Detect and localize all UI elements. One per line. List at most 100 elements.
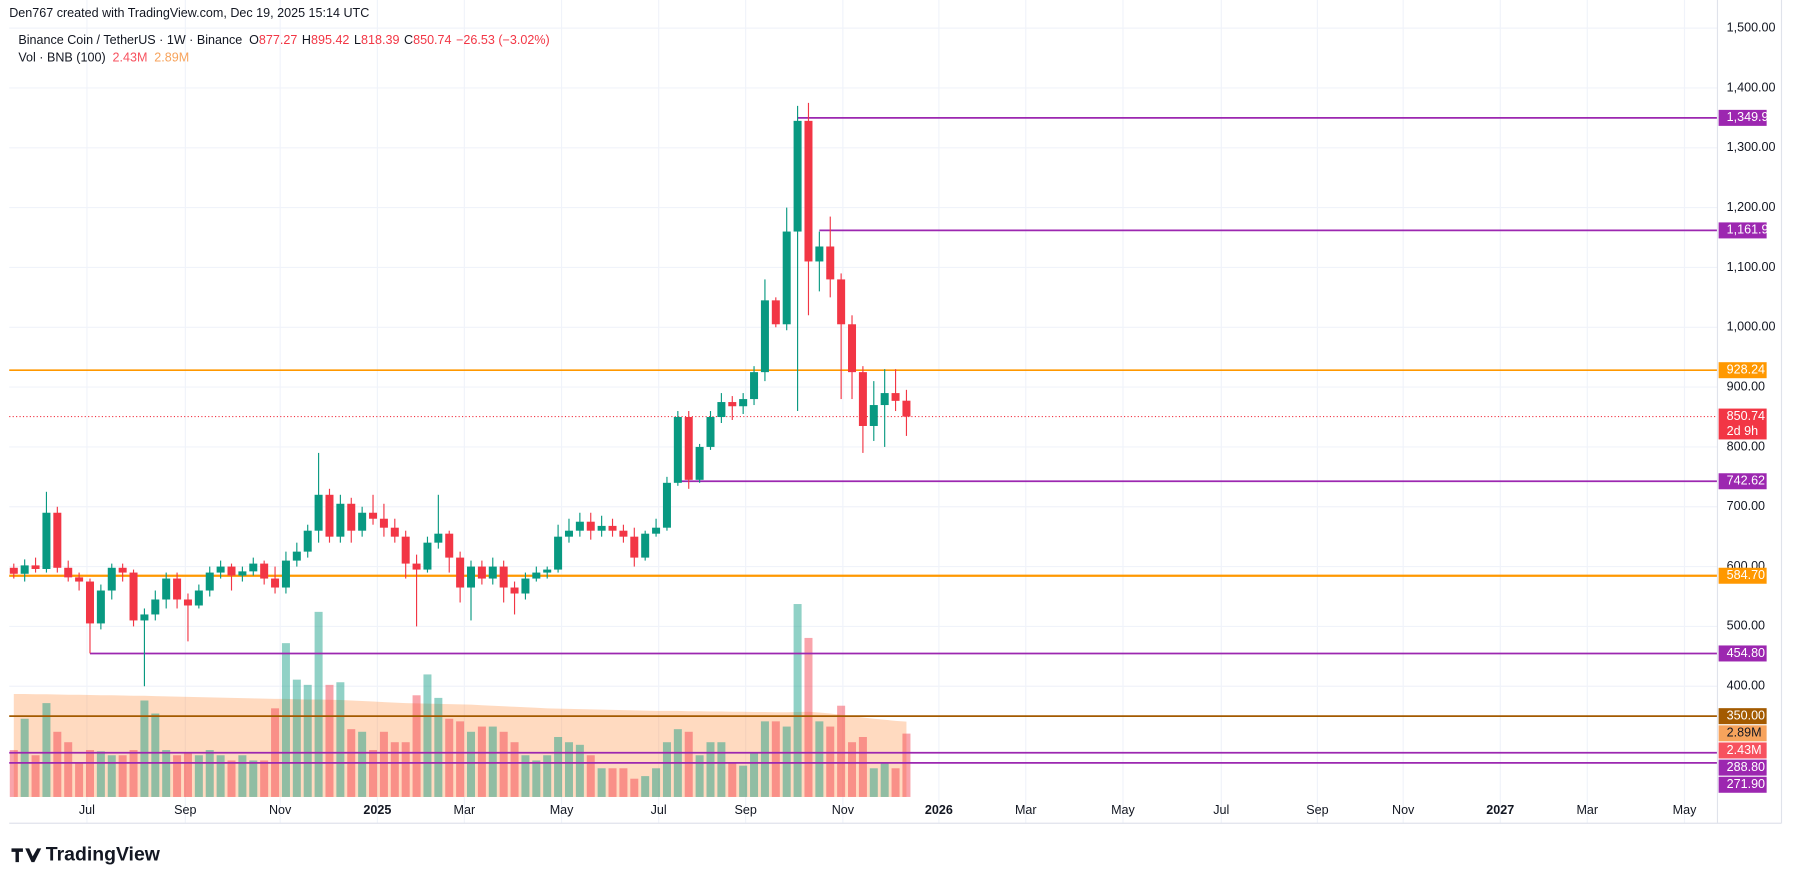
x-tick-label: May xyxy=(1673,803,1697,817)
y-tick-label: 400.00 xyxy=(1727,679,1765,693)
volume-ma-label: 2.89M xyxy=(1727,726,1762,740)
candle-body xyxy=(183,599,192,606)
volume-bar xyxy=(826,726,835,797)
volume-bar xyxy=(728,763,737,797)
candle-body xyxy=(891,393,900,401)
candle-body xyxy=(706,417,715,447)
volume-bar xyxy=(194,755,203,797)
volume-bar xyxy=(771,721,780,797)
last-price-label-bg xyxy=(1718,408,1767,440)
volume-bar xyxy=(249,760,258,797)
volume-bar xyxy=(423,674,432,797)
volume-bar xyxy=(739,765,748,797)
x-tick-label: Jul xyxy=(1213,803,1229,817)
ohlc-value: 850.74 xyxy=(413,33,451,47)
volume-value: 2.43M xyxy=(113,51,148,65)
candle-body xyxy=(314,494,323,531)
volume-bar xyxy=(401,742,410,797)
candle-body xyxy=(96,590,105,624)
y-tick-label: 500.00 xyxy=(1727,619,1765,633)
x-tick-label: 2026 xyxy=(925,803,953,817)
candle-body xyxy=(140,614,149,621)
level-label-bg xyxy=(1718,645,1767,662)
volume-bar xyxy=(238,755,247,797)
volume-bar xyxy=(412,695,421,797)
candle-body xyxy=(488,566,497,579)
volume-bar xyxy=(858,736,867,797)
volume-bar xyxy=(521,755,530,797)
volume-ma-area xyxy=(13,693,907,797)
candle-body xyxy=(401,536,410,564)
volume-bar xyxy=(652,768,661,797)
candle-body xyxy=(42,512,51,569)
candle-body xyxy=(238,571,247,576)
level-label: 584.70 xyxy=(1727,568,1765,582)
volume-ma-label-bg xyxy=(1718,725,1767,742)
volume-bar xyxy=(162,750,171,797)
candle-body xyxy=(760,300,769,373)
volume-label-bg xyxy=(1718,742,1767,759)
volume-bar xyxy=(20,718,29,797)
candle-body xyxy=(249,563,258,572)
x-tick-label: Sep xyxy=(174,803,196,817)
volume-bar xyxy=(717,742,726,797)
x-tick-label: Nov xyxy=(269,803,292,817)
y-tick-label: 1,500.00 xyxy=(1727,20,1776,34)
level-label: 742.62 xyxy=(1727,474,1765,488)
volume-bar xyxy=(706,742,715,797)
candle-body xyxy=(782,231,791,325)
logo-icon xyxy=(11,848,42,863)
axes: 400.00500.00600.00700.00800.00900.001,00… xyxy=(9,0,1783,824)
volume-bar xyxy=(695,755,704,797)
candle-body xyxy=(260,563,269,579)
ohlc-key: H xyxy=(302,33,311,47)
candle-body xyxy=(53,512,62,568)
volume-bar xyxy=(630,778,639,797)
volume-bar xyxy=(205,750,214,797)
candle-body xyxy=(107,567,116,591)
countdown: 2d 9h xyxy=(1727,424,1758,438)
ohlc-key: L xyxy=(354,33,361,47)
y-tick-label: 700.00 xyxy=(1727,499,1765,513)
candle-body xyxy=(673,417,682,483)
candle-body xyxy=(575,521,584,531)
candle-body xyxy=(499,566,508,588)
candle-body xyxy=(151,599,160,615)
symbol-title: Binance Coin / TetherUS · 1W · Binance xyxy=(18,33,242,47)
candle-body xyxy=(390,527,399,537)
candles xyxy=(9,102,911,687)
candle-body xyxy=(652,527,661,534)
volume-bar xyxy=(586,755,595,797)
candle-body xyxy=(369,512,378,519)
volume-bar xyxy=(804,637,813,797)
x-tick-label: Mar xyxy=(1015,803,1037,817)
volume-bar xyxy=(575,744,584,797)
volume-bar xyxy=(75,763,84,797)
candle-body xyxy=(608,525,617,531)
level-label: 288.80 xyxy=(1727,760,1765,774)
level-label-bg xyxy=(1718,708,1767,725)
candle-body xyxy=(684,417,693,480)
candle-body xyxy=(902,400,911,417)
candle-body xyxy=(75,577,84,582)
x-tick-label: Sep xyxy=(734,803,756,817)
volume-bar xyxy=(880,763,889,797)
candle-body xyxy=(564,530,573,537)
volume-bar xyxy=(477,726,486,797)
candle-body xyxy=(880,393,889,406)
candle-body xyxy=(194,590,203,606)
candle-body xyxy=(292,551,301,561)
volume-bar xyxy=(303,684,312,797)
candle-body xyxy=(793,120,802,232)
candle-body xyxy=(445,533,454,558)
volume-bar xyxy=(684,731,693,797)
candle-body xyxy=(64,567,73,578)
volume-bar xyxy=(848,742,857,797)
change: −26.53 (−3.02%) xyxy=(456,33,550,47)
volume-bar xyxy=(869,768,878,797)
level-label: 928.24 xyxy=(1727,363,1765,377)
y-tick-label: 900.00 xyxy=(1727,379,1765,393)
volume-bar xyxy=(216,755,225,797)
y-tick-label: 1,300.00 xyxy=(1727,140,1776,154)
x-tick-label: Sep xyxy=(1306,803,1328,817)
